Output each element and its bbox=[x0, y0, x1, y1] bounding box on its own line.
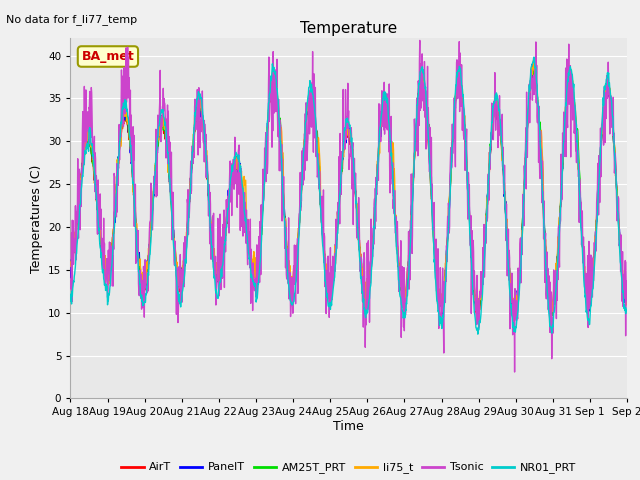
Legend: AirT, PanelT, AM25T_PRT, li75_t, Tsonic, NR01_PRT: AirT, PanelT, AM25T_PRT, li75_t, Tsonic,… bbox=[117, 458, 580, 478]
Y-axis label: Temperatures (C): Temperatures (C) bbox=[29, 164, 43, 273]
Title: Temperature: Temperature bbox=[300, 21, 397, 36]
Text: BA_met: BA_met bbox=[81, 50, 134, 63]
Text: No data for f_li77_temp: No data for f_li77_temp bbox=[6, 14, 138, 25]
X-axis label: Time: Time bbox=[333, 420, 364, 433]
